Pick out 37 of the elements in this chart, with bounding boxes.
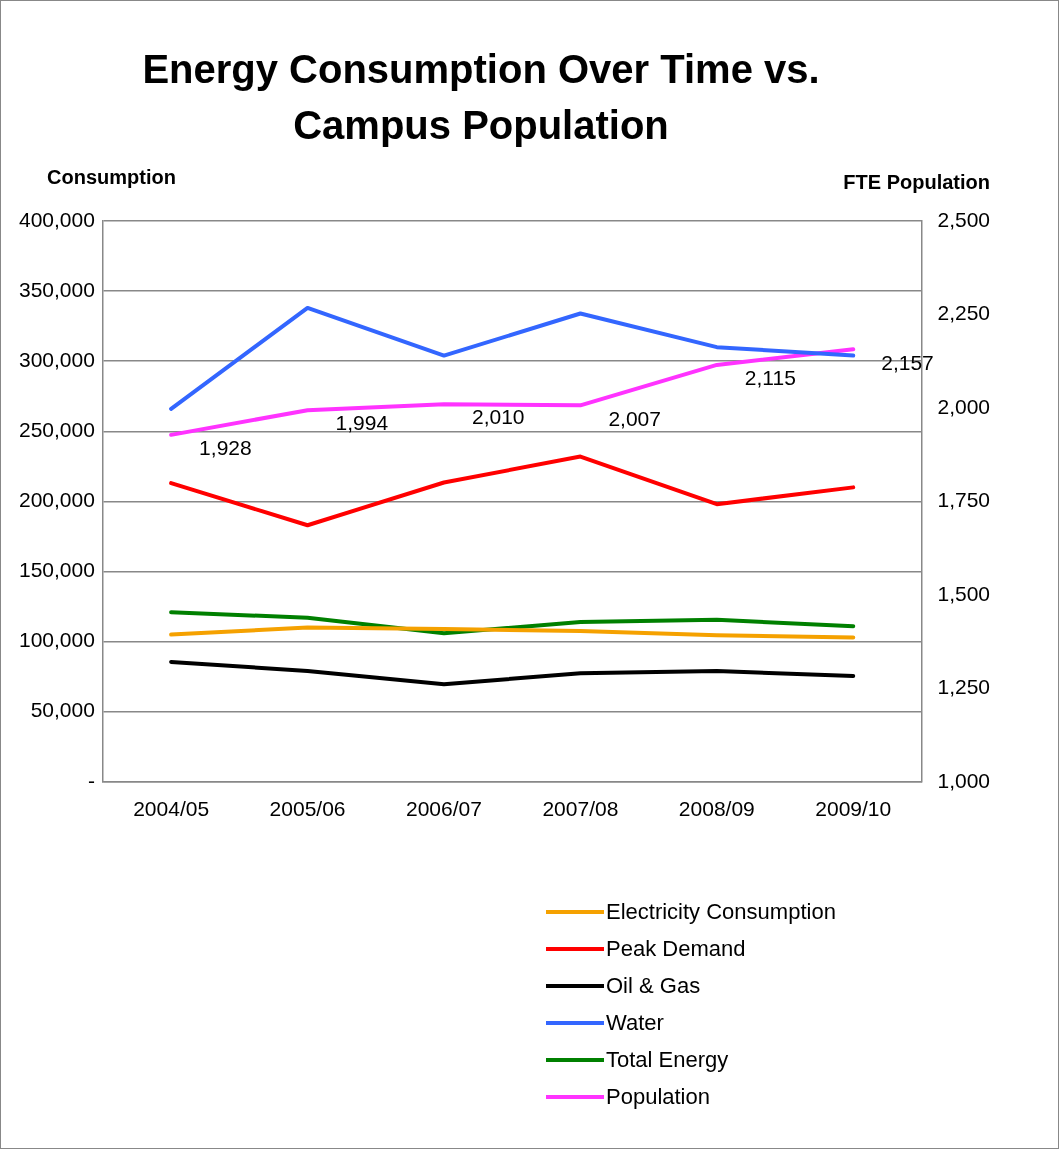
data-label: 1,928 bbox=[199, 436, 252, 460]
data-label: 2,007 bbox=[608, 406, 661, 430]
y2-tick-label: 1,500 bbox=[937, 581, 991, 605]
y-tick-label: 250,000 bbox=[18, 418, 95, 442]
data-label: 2,115 bbox=[744, 366, 796, 390]
legend-label: Population bbox=[606, 1083, 710, 1110]
x-tick-label: 2004/05 bbox=[133, 797, 210, 821]
legend-label: Total Energy bbox=[606, 1046, 729, 1073]
y-tick-label: 100,000 bbox=[18, 628, 95, 652]
y2-tick-label: 1,000 bbox=[937, 768, 991, 792]
x-tick-label: 2008/09 bbox=[678, 797, 755, 821]
x-tick-label: 2007/08 bbox=[542, 797, 619, 821]
y-tick-label: 150,000 bbox=[18, 558, 95, 582]
data-label: 1,994 bbox=[335, 411, 389, 435]
y2-tick-label: 2,000 bbox=[937, 394, 991, 418]
x-tick-label: 2005/06 bbox=[269, 797, 346, 821]
y-tick-label: 350,000 bbox=[18, 277, 95, 301]
y2-tick-label: 1,750 bbox=[937, 488, 991, 512]
x-tick-label: 2009/10 bbox=[815, 797, 892, 821]
y2-tick-label: 2,500 bbox=[937, 207, 991, 231]
y-tick-label: 300,000 bbox=[18, 348, 95, 371]
legend-label: Peak Demand bbox=[606, 935, 746, 962]
chart-title: Energy Consumption Over Time vs. Campus Population bbox=[141, 46, 821, 149]
y-axis-title: Consumption bbox=[47, 166, 176, 189]
y-tick-label: 400,000 bbox=[18, 207, 95, 231]
x-tick-label: 2006/07 bbox=[406, 797, 482, 821]
y-tick-label: 200,000 bbox=[18, 488, 95, 512]
legend-label: Oil & Gas bbox=[606, 972, 701, 999]
y2-tick-label: 1,250 bbox=[937, 675, 991, 699]
y2-tick-label: 2,250 bbox=[937, 301, 991, 325]
legend-label: Water bbox=[606, 1009, 664, 1036]
data-label: 2,010 bbox=[471, 405, 525, 429]
legend-label: Electricity Consumption bbox=[606, 898, 836, 925]
y2-axis-title: FTE Population bbox=[843, 171, 990, 194]
data-label: 2,157 bbox=[881, 350, 934, 374]
y-tick-label: 50,000 bbox=[30, 698, 95, 722]
y-tick-label: - bbox=[87, 768, 95, 792]
